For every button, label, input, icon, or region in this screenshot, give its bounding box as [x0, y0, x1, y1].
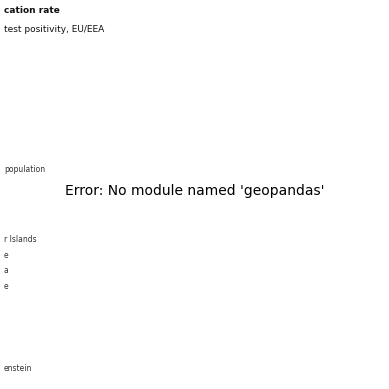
Text: a: a	[4, 266, 9, 275]
Text: cation rate: cation rate	[4, 6, 60, 15]
Text: r Islands: r Islands	[4, 235, 37, 244]
Text: e: e	[4, 251, 9, 260]
Text: Error: No module named 'geopandas': Error: No module named 'geopandas'	[65, 184, 324, 198]
Text: enstein: enstein	[4, 364, 32, 373]
Text: test positivity, EU/EEA: test positivity, EU/EEA	[4, 25, 104, 34]
Text: population: population	[4, 165, 45, 174]
Text: e: e	[4, 282, 9, 291]
